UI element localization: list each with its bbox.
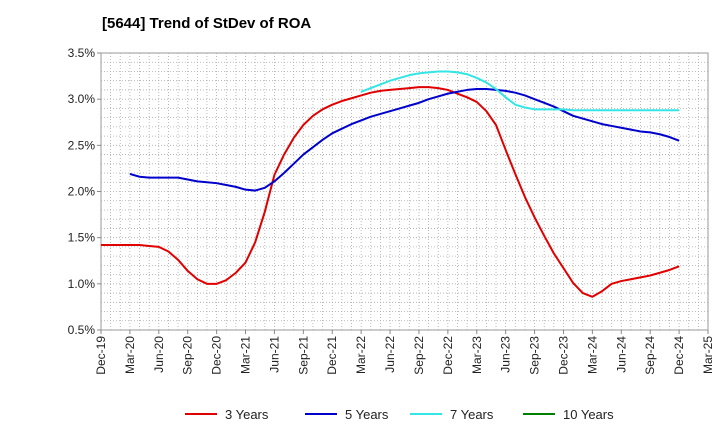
series-line-3-years	[101, 86, 680, 298]
x-tick-label: Sep-24	[643, 336, 657, 375]
x-tick-label: Dec-23	[556, 336, 570, 375]
x-tick-label: Dec-20	[210, 336, 224, 375]
y-tick-label: 1.5%	[68, 231, 96, 245]
legend-label: 5 Years	[345, 407, 389, 422]
x-tick-label: Sep-21	[296, 336, 310, 375]
x-tick-label: Mar-25	[701, 336, 715, 374]
y-tick-label: 2.5%	[68, 138, 96, 152]
x-tick-label: Dec-22	[441, 336, 455, 375]
x-tick-label: Jun-21	[267, 336, 281, 373]
x-tick-label: Mar-21	[239, 336, 253, 374]
series-lines	[101, 70, 680, 298]
y-tick-label: 3.0%	[68, 92, 96, 106]
legend: 3 Years 5 Years 7 Years 10 Years	[185, 407, 614, 422]
x-tick-label: Dec-19	[94, 336, 108, 375]
legend-label: 3 Years	[225, 407, 269, 422]
x-tick-label: Dec-21	[325, 336, 339, 375]
x-tick-label: Mar-20	[123, 336, 137, 374]
x-tick-label: Sep-22	[412, 336, 426, 375]
series-line-7-years	[360, 70, 680, 112]
chart-title: [5644] Trend of StDev of ROA	[102, 15, 312, 32]
x-tick-label: Dec-24	[672, 336, 686, 375]
y-tick-label: 2.0%	[68, 185, 96, 199]
x-tick-label: Jun-23	[499, 336, 513, 373]
series-line-5-years	[129, 88, 680, 192]
legend-label: 10 Years	[563, 407, 614, 422]
x-tick-label: Jun-24	[614, 336, 628, 373]
y-tick-label: 3.5%	[68, 46, 96, 60]
x-tick-label: Mar-23	[470, 336, 484, 374]
y-tick-label: 0.5%	[68, 323, 96, 337]
y-axis-tick-labels: 0.5% 1.0% 1.5% 2.0% 2.5% 3.0% 3.5%	[68, 46, 101, 337]
legend-label: 7 Years	[450, 407, 494, 422]
x-axis-tick-labels: Dec-19 Mar-20 Jun-20 Sep-20 Dec-20 Mar-21 Jun-…	[94, 330, 715, 375]
x-tick-label: Sep-23	[528, 336, 542, 375]
x-tick-label: Mar-24	[585, 336, 599, 374]
x-tick-label: Jun-20	[152, 336, 166, 373]
x-tick-label: Jun-22	[383, 336, 397, 373]
x-tick-label: Sep-20	[181, 336, 195, 375]
x-tick-label: Mar-22	[354, 336, 368, 374]
y-tick-label: 1.0%	[68, 277, 96, 291]
